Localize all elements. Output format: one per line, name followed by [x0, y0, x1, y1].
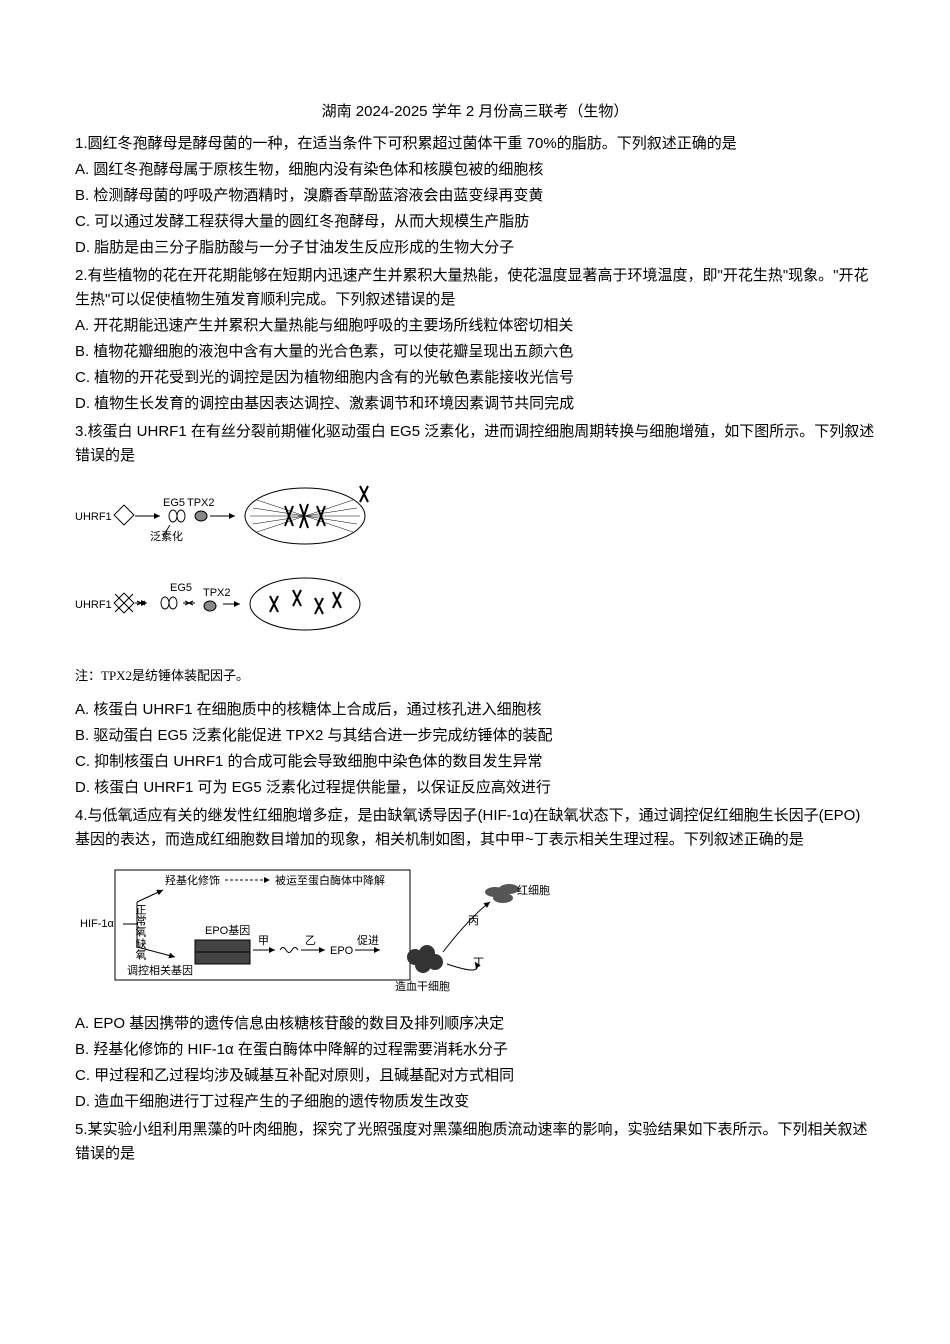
- q1-opt-a: A. 圆红冬孢酵母属于原核生物，细胞内没有染色体和核膜包被的细胞核: [75, 158, 875, 182]
- epo-label: EPO: [330, 945, 354, 957]
- q3-opt-b: B. 驱动蛋白 EG5 泛素化能促进 TPX2 与其结合进一步完成纺锤体的装配: [75, 724, 875, 748]
- degrade-label: 被运至蛋白酶体中降解: [275, 873, 385, 887]
- promote-label: 促进: [357, 933, 379, 947]
- yi-label: 乙: [305, 934, 316, 947]
- jia-label: 甲: [258, 935, 269, 947]
- q2-opt-a: A. 开花期能迅速产生并累积大量热能与细胞呼吸的主要场所线粒体密切相关: [75, 314, 875, 338]
- stem-cell-label: 造血干细胞: [395, 979, 450, 993]
- q4-opt-b: B. 羟基化修饰的 HIF-1α 在蛋白酶体中降解的过程需要消耗水分子: [75, 1038, 875, 1062]
- bing-label: 丙: [468, 915, 479, 927]
- eg5-label-top: EG5: [163, 497, 185, 509]
- q1-opt-c: C. 可以通过发酵工程获得大量的圆红冬孢酵母，从而大规模生产脂肪: [75, 210, 875, 234]
- q1-opt-b: B. 检测酵母菌的呼吸产物酒精时，溴麝香草酚蓝溶液会由蓝变绿再变黄: [75, 184, 875, 208]
- q3-stem: 3.核蛋白 UHRF1 在有丝分裂前期催化驱动蛋白 EG5 泛素化，进而调控细胞…: [75, 420, 875, 468]
- q4-opt-a: A. EPO 基因携带的遗传信息由核糖核苷酸的数目及排列顺序决定: [75, 1012, 875, 1036]
- epo-gene-label: EPO基因: [205, 924, 250, 937]
- eg5-label-bottom: EG5: [170, 582, 192, 594]
- q4-opt-c: C. 甲过程和乙过程均涉及碱基互补配对原则，且碱基配对方式相同: [75, 1064, 875, 1088]
- q2-stem: 2.有些植物的花在开花期能够在短期内迅速产生并累积大量热能，使花温度显著高于环境…: [75, 264, 875, 312]
- q4-stem: 4.与低氧适应有关的继发性红细胞增多症，是由缺氧诱导因子(HIF-1α)在缺氧状…: [75, 804, 875, 852]
- q5-stem: 5.某实验小组利用黑藻的叶肉细胞，探究了光照强度对黑藻细胞质流动速率的影响，实验…: [75, 1118, 875, 1166]
- uhrf1-label-bottom: UHRF1: [75, 599, 112, 611]
- exam-title: 湖南 2024-2025 学年 2 月份高三联考（生物）: [75, 100, 875, 124]
- tpx2-label-bottom: TPX2: [203, 587, 231, 599]
- q2-opt-d: D. 植物生长发育的调控由基因表达调控、激素调节和环境因素调节共同完成: [75, 392, 875, 416]
- tpx2-label-top: TPX2: [187, 497, 215, 509]
- q2-opt-b: B. 植物花瓣细胞的液泡中含有大量的光合色素，可以使花瓣呈现出五颜六色: [75, 340, 875, 364]
- uhrf1-label-top: UHRF1: [75, 511, 112, 523]
- hif-label: HIF-1α: [80, 918, 115, 930]
- normal-o2-label: 正常氧: [134, 904, 147, 937]
- rbc-label: 红细胞: [517, 884, 550, 897]
- q3-opt-d: D. 核蛋白 UHRF1 可为 EG5 泛素化过程提供能量，以保证反应高效进行: [75, 776, 875, 800]
- q4-figure: 羟基化修饰 被运至蛋白酶体中降解 HIF-1α 正常氧 缺氧 调控相关基因 EP…: [75, 862, 555, 1002]
- q3-figure: UHRF1 EG5 TPX2 泛素化 UHRF1: [75, 478, 395, 688]
- q1-stem: 1.圆红冬孢酵母是酵母菌的一种，在适当条件下可积累超过菌体干重 70%的脂肪。下…: [75, 132, 875, 156]
- q3-opt-c: C. 抑制核蛋白 UHRF1 的合成可能会导致细胞中染色体的数目发生异常: [75, 750, 875, 774]
- q4-opt-d: D. 造血干细胞进行丁过程产生的子细胞的遗传物质发生改变: [75, 1090, 875, 1114]
- q2-opt-c: C. 植物的开花受到光的调控是因为植物细胞内含有的光敏色素能接收光信号: [75, 366, 875, 390]
- ding-label: 丁: [473, 957, 484, 969]
- hydroxyl-label: 羟基化修饰: [165, 873, 220, 887]
- regulate-label: 调控相关基因: [127, 963, 193, 977]
- q3-note: 注：TPX2是纺锤体装配因子。: [75, 666, 395, 687]
- q3-opt-a: A. 核蛋白 UHRF1 在细胞质中的核糖体上合成后，通过核孔进入细胞核: [75, 698, 875, 722]
- q1-opt-d: D. 脂肪是由三分子脂肪酸与一分子甘油发生反应形成的生物大分子: [75, 236, 875, 260]
- hypoxia-label: 缺氧: [134, 937, 147, 960]
